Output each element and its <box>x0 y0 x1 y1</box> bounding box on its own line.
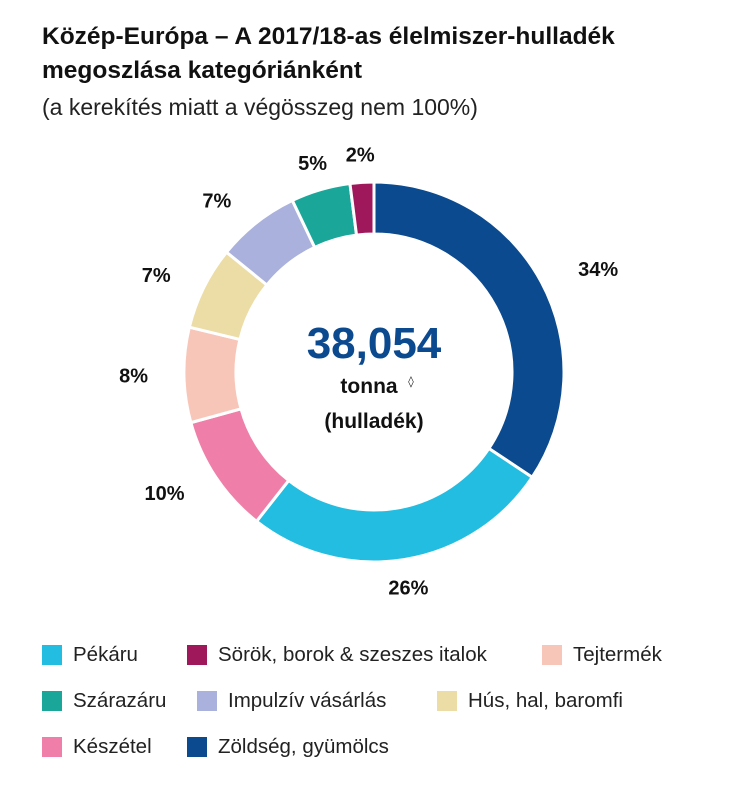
legend-label: Tejtermék <box>573 643 662 666</box>
slice-label-3: 8% <box>119 365 148 387</box>
legend-row: Szárazáru Impulzív vásárlás Hús, hal, ba… <box>42 678 742 724</box>
slice-label-6: 5% <box>298 153 327 175</box>
legend-item-zoldseg-gyumolcs: Zöldség, gyümölcs <box>187 735 389 759</box>
legend-item-impulziv-vasarlas: Impulzív vásárlás <box>197 689 437 713</box>
chart-legend: Pékáru Sörök, borok & szeszes italok Tej… <box>42 632 742 770</box>
chart-title: Közép-Európa – A 2017/18-as élelmiszer-h… <box>42 23 615 84</box>
legend-label: Zöldség, gyümölcs <box>218 735 389 758</box>
donut-slice-0 <box>372 180 566 480</box>
legend-swatch <box>187 737 207 757</box>
legend-item-tejtermek: Tejtermék <box>542 643 662 667</box>
legend-item-keszetel: Készétel <box>42 735 187 759</box>
slice-label-1: 26% <box>388 577 428 599</box>
legend-label: Pékáru <box>73 643 138 666</box>
legend-item-hus-hal-baromfi: Hús, hal, baromfi <box>437 689 623 713</box>
legend-row: Készétel Zöldség, gyümölcs <box>42 724 742 770</box>
slice-labels: 34% 26% 10% 8% 7% 7% 5% 2% <box>119 144 618 599</box>
legend-swatch <box>437 691 457 711</box>
donut-chart: 34% 26% 10% 8% 7% 7% 5% 2% 38,054 tonna ◊ (hull… <box>119 144 618 599</box>
legend-swatch <box>187 645 207 665</box>
legend-swatch <box>42 691 62 711</box>
legend-item-szarazaru: Szárazáru <box>42 689 197 713</box>
donut-slice-1 <box>254 446 535 564</box>
center-unit: tonna <box>340 375 397 398</box>
legend-row: Pékáru Sörök, borok & szeszes italok Tej… <box>42 632 742 678</box>
legend-item-sorok-borok: Sörök, borok & szeszes italok <box>187 643 542 667</box>
slice-label-5: 7% <box>202 191 231 213</box>
slice-label-0: 34% <box>578 259 618 281</box>
legend-swatch <box>542 645 562 665</box>
donut-slice-7 <box>348 180 376 237</box>
legend-swatch <box>197 691 217 711</box>
legend-item-pekaru: Pékáru <box>42 643 187 667</box>
slice-label-2: 10% <box>144 483 184 505</box>
slice-label-4: 7% <box>142 265 171 287</box>
legend-label: Készétel <box>73 735 152 758</box>
legend-swatch <box>42 737 62 757</box>
donut-slices <box>182 180 566 564</box>
center-unit-mark: ◊ <box>408 375 414 388</box>
legend-swatch <box>42 645 62 665</box>
legend-label: Szárazáru <box>73 689 167 712</box>
center-total-value: 38,054 <box>307 319 442 368</box>
chart-subtitle: (a kerekítés miatt a végösszeg nem 100%) <box>42 94 478 120</box>
donut-slice-3 <box>182 325 243 425</box>
legend-label: Impulzív vásárlás <box>228 689 387 712</box>
slice-label-7: 2% <box>346 144 375 166</box>
center-note: (hulladék) <box>324 410 423 433</box>
legend-label: Sörök, borok & szeszes italok <box>218 643 487 666</box>
legend-label: Hús, hal, baromfi <box>468 689 623 712</box>
